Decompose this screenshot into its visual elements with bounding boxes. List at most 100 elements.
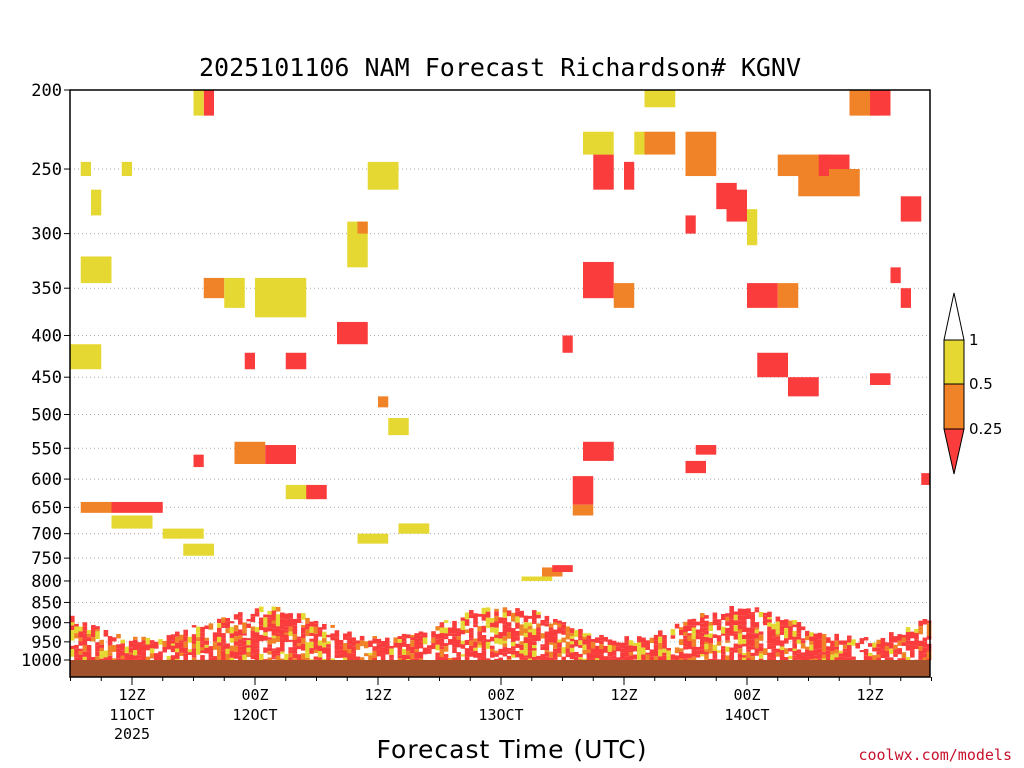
pbl-cell xyxy=(809,650,814,654)
pbl-cell xyxy=(275,635,281,642)
pbl-cell xyxy=(679,651,684,659)
pbl-cell xyxy=(242,645,247,650)
ri-cell xyxy=(726,189,747,222)
pbl-cell xyxy=(599,640,604,645)
pbl-cell xyxy=(343,650,348,656)
pbl-cell xyxy=(456,631,461,637)
pbl-cell xyxy=(481,650,487,657)
pbl-cell xyxy=(544,652,550,657)
ri-cell xyxy=(285,352,307,370)
pbl-cell xyxy=(922,657,928,660)
pbl-cell xyxy=(170,634,176,641)
pbl-cell xyxy=(107,636,113,643)
pbl-cell xyxy=(792,657,797,660)
pbl-cell xyxy=(544,641,550,646)
ri-cell xyxy=(265,445,296,465)
pbl-cell xyxy=(876,651,881,655)
pbl-cell xyxy=(918,640,923,647)
pbl-cell xyxy=(578,640,583,646)
pbl-cell xyxy=(200,641,205,644)
pbl-cell xyxy=(275,653,281,656)
pbl-cell xyxy=(439,624,445,628)
pbl-cell xyxy=(347,644,352,650)
pbl-cell xyxy=(464,639,470,646)
pbl-cell xyxy=(649,656,655,660)
pbl-cell xyxy=(637,653,642,660)
pbl-cell xyxy=(284,613,289,620)
pbl-cell xyxy=(334,654,340,658)
pbl-cell xyxy=(842,640,848,645)
pbl-cell xyxy=(238,612,243,618)
pbl-cell xyxy=(179,634,184,641)
pbl-cell xyxy=(435,633,440,638)
pbl-cell xyxy=(280,638,285,643)
pbl-cell xyxy=(821,658,827,660)
pbl-cell xyxy=(834,649,839,654)
pbl-cell xyxy=(271,620,277,624)
pbl-cell xyxy=(305,629,310,637)
pbl-cell xyxy=(729,606,734,613)
pbl-cell xyxy=(742,657,747,660)
pbl-cell xyxy=(527,653,533,659)
pbl-cell xyxy=(674,623,680,629)
ri-cell xyxy=(685,460,706,474)
pbl-cell xyxy=(809,641,814,645)
pbl-cell xyxy=(792,620,797,625)
pbl-cell xyxy=(662,652,667,656)
pbl-cell xyxy=(401,654,407,660)
pbl-cell xyxy=(170,643,176,646)
pbl-cell xyxy=(410,646,415,654)
pbl-cell xyxy=(166,655,172,660)
pbl-cell xyxy=(733,633,739,637)
pbl-cell xyxy=(347,631,352,638)
pbl-cell xyxy=(229,657,235,660)
pbl-cell xyxy=(359,640,365,647)
pbl-cell xyxy=(309,621,314,627)
pbl-cell xyxy=(334,637,340,644)
pbl-cell xyxy=(217,642,222,646)
pbl-cell xyxy=(275,647,281,654)
pbl-cell xyxy=(183,641,188,648)
y-tick-label: 300 xyxy=(31,225,62,245)
pbl-cell xyxy=(922,647,928,654)
pbl-cell xyxy=(393,642,398,648)
pbl-cell xyxy=(708,643,713,648)
pbl-cell xyxy=(809,644,814,651)
pbl-cell xyxy=(599,644,604,649)
pbl-cell xyxy=(284,626,289,631)
pbl-cell xyxy=(385,637,390,643)
pbl-cell xyxy=(221,642,226,645)
pbl-cell xyxy=(494,611,499,616)
pbl-cell xyxy=(674,655,680,660)
pbl-cell xyxy=(679,627,684,630)
pbl-cell xyxy=(826,650,831,654)
pbl-cell xyxy=(586,649,592,654)
pbl-cell xyxy=(439,627,445,634)
pbl-cell xyxy=(238,617,243,621)
pbl-cell xyxy=(485,641,491,649)
chart-title: 2025101106 NAM Forecast Richardson# KGNV xyxy=(199,53,801,82)
pbl-cell xyxy=(149,643,155,649)
y-tick-label: 950 xyxy=(31,633,62,653)
pbl-cell xyxy=(767,657,772,660)
pbl-cell xyxy=(485,624,491,629)
pbl-cell xyxy=(435,652,440,656)
pbl-cell xyxy=(250,626,256,631)
pbl-cell xyxy=(595,645,600,652)
pbl-cell xyxy=(103,650,109,658)
pbl-cell xyxy=(767,611,772,618)
pbl-cell xyxy=(515,608,520,612)
pbl-cell xyxy=(641,647,646,655)
pbl-cell xyxy=(217,627,222,633)
pbl-cell xyxy=(498,648,503,655)
ri-cell xyxy=(634,131,645,155)
colorbar-legend: 1 0.5 0.25 xyxy=(943,292,1002,475)
pbl-cell xyxy=(95,656,100,660)
pbl-cell xyxy=(817,653,823,659)
pbl-cell xyxy=(666,650,671,656)
pbl-cell xyxy=(254,626,260,633)
pbl-cell xyxy=(599,648,604,655)
pbl-cell xyxy=(502,631,508,637)
pbl-cell xyxy=(859,638,865,645)
boundary-layer-cells xyxy=(70,606,932,660)
